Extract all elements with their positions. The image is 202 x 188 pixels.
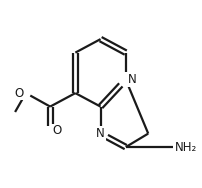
Text: NH₂: NH₂ [175, 141, 198, 154]
Text: O: O [15, 87, 24, 100]
Text: N: N [128, 73, 137, 86]
Text: N: N [96, 127, 105, 140]
Text: O: O [52, 124, 61, 137]
